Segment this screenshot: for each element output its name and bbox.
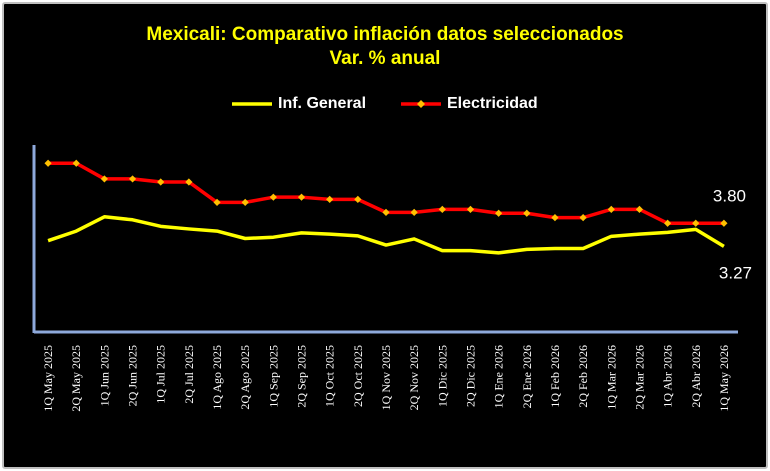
x-tick-label: 1Q Jul 2025 [154,345,168,404]
x-tick-label: 2Q Sep 2025 [295,345,309,408]
x-tick-text: 1Q Oct 2025 [323,345,337,407]
data-point-marker [495,209,503,217]
x-tick-label: 2Q May 2025 [69,345,83,412]
x-tick-text: 2Q Jul 2025 [182,345,196,404]
legend-label: Inf. General [278,95,367,112]
x-tick-label: 2Q Feb 2026 [576,345,590,408]
legend-diamond-line-icon [401,100,441,108]
data-point-marker [635,205,644,213]
x-tick-text: 2Q Mar 2026 [632,345,646,410]
data-point-marker [382,208,390,217]
x-tick-label: 2Q Oct 2025 [351,345,365,407]
x-tick-label: 1Q Mar 2026 [604,345,618,410]
data-point-marker [157,178,165,186]
data-point-marker [523,209,531,217]
x-tick-label: 1Q Ago 2025 [210,345,224,410]
x-tick-label: 1Q Oct 2025 [323,345,337,407]
x-tick-label: 1Q Ene 2026 [492,345,506,408]
x-tick-label: 2Q Ago 2025 [238,345,252,410]
data-point-marker [44,159,52,167]
data-point-marker [607,205,615,213]
x-tick-text: 2Q Ene 2026 [520,345,534,408]
data-point-marker [185,178,193,186]
x-tick-text: 2Q Jun 2025 [126,345,140,406]
legend-line-icon [232,102,272,106]
data-point-marker [410,208,418,217]
x-tick-text: 1Q Abr 2026 [661,345,675,408]
chart-subtitle: Var. % anual [329,48,441,69]
data-point-marker [466,205,475,213]
x-tick-label: 1Q Feb 2026 [548,345,562,408]
data-point-marker [213,198,221,207]
legend-item-inf-general: Inf. General [232,93,366,115]
x-tick-text: 2Q Nov 2025 [407,345,421,410]
x-tick-text: 2Q Oct 2025 [351,345,365,407]
x-tick-text: 1Q Dic 2025 [435,345,449,407]
x-tick-text: 1Q May 2025 [41,345,55,412]
x-tick-text: 2Q Abr 2026 [689,345,703,408]
chart-title: Mexicali: Comparativo inflación datos se… [146,24,624,45]
x-tick-text: 1Q Nov 2025 [379,345,393,410]
data-point-marker [326,195,334,203]
legend-item-electricidad: Electricidad [401,93,538,115]
data-point-marker [354,195,362,203]
x-tick-label: 1Q Sep 2025 [266,345,280,408]
x-tick-text: 1Q Jun 2025 [97,345,111,406]
x-tick-label: 2Q Ene 2026 [520,345,534,408]
x-tick-text: 1Q Mar 2026 [604,345,618,410]
data-point-marker [297,193,306,201]
series-line-0 [47,215,725,255]
legend-label: Electricidad [447,95,538,112]
data-point-marker [128,175,137,183]
x-tick-text: 2Q Sep 2025 [295,345,309,408]
data-point-marker [72,159,80,167]
data-label: 3.80 [713,186,746,205]
x-tick-label: 1Q Dic 2025 [435,345,449,407]
x-tick-text: 1Q Feb 2026 [548,345,562,408]
x-tick-label: 2Q Dic 2025 [463,345,477,407]
x-tick-label: 1Q Jun 2025 [97,345,111,406]
x-tick-label: 2Q Jul 2025 [182,345,196,404]
data-point-marker [269,193,277,201]
x-tick-label: 1Q May 2026 [717,345,731,412]
data-point-marker [579,214,587,222]
data-point-marker [551,214,559,222]
x-tick-text: 2Q Dic 2025 [463,345,477,407]
data-point-marker [241,198,249,207]
data-point-marker [692,219,700,227]
x-tick-text: 2Q Ago 2025 [238,345,252,410]
x-tick-text: 2Q Feb 2026 [576,345,590,408]
x-tick-label: 1Q May 2025 [41,345,55,412]
x-tick-label: 2Q Jun 2025 [126,345,140,406]
x-tick-text: 2Q May 2025 [69,345,83,412]
data-point-marker [664,219,672,227]
x-tick-label: 2Q Mar 2026 [632,345,646,410]
x-tick-label: 1Q Nov 2025 [379,345,393,410]
x-tick-text: 1Q Ago 2025 [210,345,224,410]
x-tick-label: 2Q Abr 2026 [689,345,703,408]
data-point-marker [438,205,446,213]
x-tick-label: 1Q Abr 2026 [661,345,675,408]
x-tick-text: 1Q Sep 2025 [266,345,280,408]
x-tick-text: 1Q May 2026 [717,345,731,412]
x-tick-label: 2Q Nov 2025 [407,345,421,410]
data-point-marker [720,219,728,227]
x-tick-text: 1Q Ene 2026 [492,345,506,408]
x-tick-text: 1Q Jul 2025 [154,345,168,404]
data-point-marker [100,175,108,183]
data-label: 3.27 [719,263,752,282]
